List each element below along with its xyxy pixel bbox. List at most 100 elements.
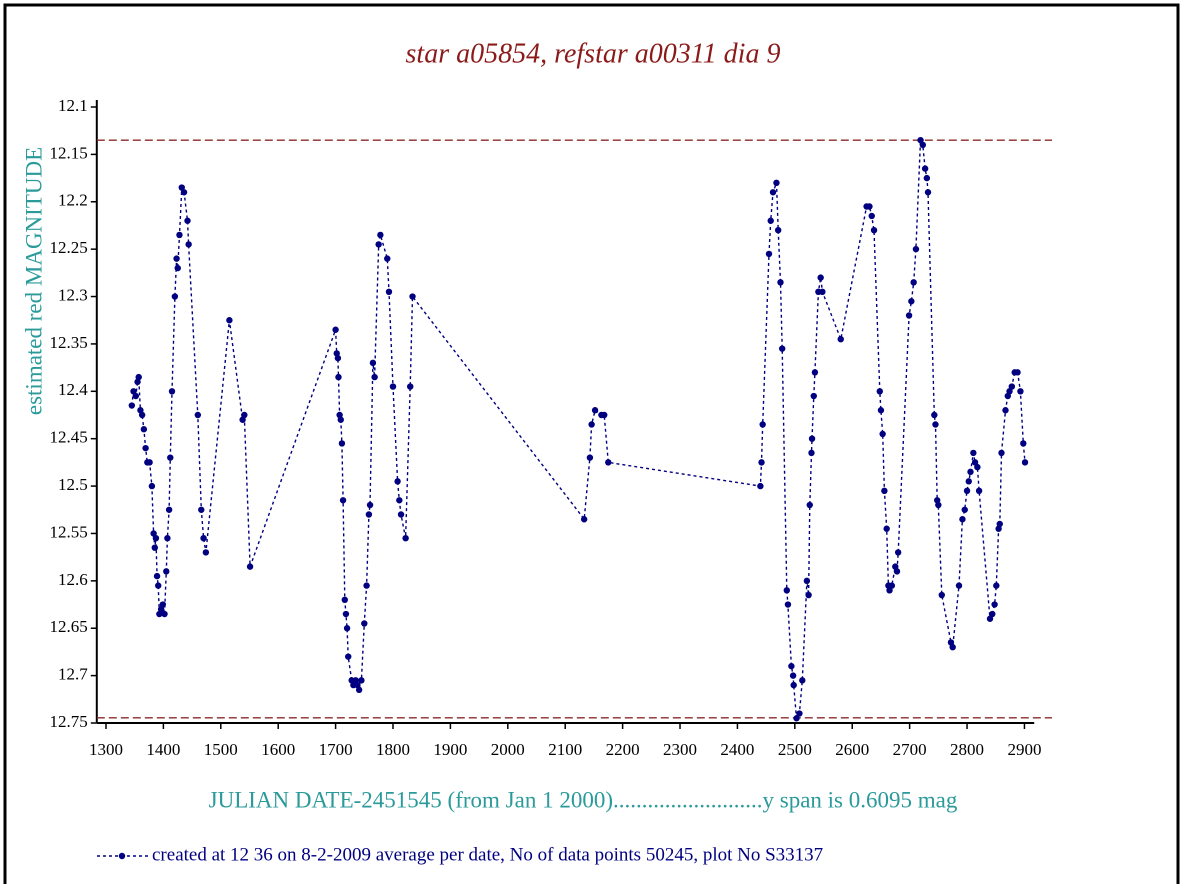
data-point	[128, 402, 136, 409]
data-point	[171, 293, 179, 300]
data-point	[165, 506, 173, 513]
data-point	[774, 227, 782, 234]
data-point	[917, 136, 924, 144]
y-tick-label: 12.2	[58, 191, 88, 210]
data-point	[148, 482, 156, 490]
data-point	[784, 601, 792, 608]
data-point	[910, 279, 917, 286]
data-point	[1021, 459, 1029, 466]
data-point	[396, 497, 403, 504]
data-point	[1014, 369, 1021, 376]
legend-marker	[118, 852, 126, 860]
data-point	[200, 535, 207, 542]
data-point	[185, 241, 192, 248]
data-point	[342, 610, 350, 618]
data-point	[808, 435, 816, 442]
data-point	[965, 478, 972, 485]
data-point	[883, 525, 890, 532]
data-point	[971, 459, 979, 466]
data-point	[226, 317, 233, 324]
x-tick-label: 2500	[778, 740, 812, 759]
data-point	[959, 516, 966, 523]
data-point	[159, 601, 167, 608]
data-point	[805, 591, 812, 599]
data-point	[365, 511, 373, 518]
data-point	[384, 255, 391, 262]
y-tick-label: 12.5	[58, 475, 88, 494]
data-point	[905, 312, 913, 319]
x-tick-label: 1900	[433, 740, 467, 759]
data-point	[991, 601, 998, 608]
x-tick-label: 1500	[204, 740, 238, 759]
data-point	[198, 506, 205, 513]
x-tick-label: 2300	[663, 740, 697, 759]
data-point	[961, 506, 968, 513]
data-point	[138, 411, 146, 419]
data-point	[757, 482, 764, 490]
data-point	[935, 501, 942, 509]
data-point	[332, 326, 339, 333]
data-point	[806, 501, 813, 509]
data-point	[164, 535, 171, 542]
data-point	[366, 501, 374, 509]
data-point	[803, 577, 811, 585]
data-point	[986, 615, 994, 622]
x-tick-label: 1700	[319, 740, 353, 759]
data-point	[601, 411, 608, 419]
data-point	[142, 444, 149, 452]
data-point	[788, 662, 795, 670]
data-point	[765, 250, 773, 258]
data-point	[996, 520, 1003, 528]
data-point	[799, 677, 806, 684]
data-point	[938, 591, 945, 599]
data-point	[337, 416, 344, 423]
x-tick-label: 2100	[548, 740, 582, 759]
data-point	[998, 449, 1005, 457]
data-point	[921, 165, 929, 172]
y-tick-label: 12.4	[58, 380, 88, 399]
data-point	[371, 373, 378, 381]
data-point	[819, 288, 826, 295]
data-point	[345, 653, 352, 660]
series-line	[131, 139, 1026, 721]
data-point	[868, 212, 875, 220]
data-point	[174, 264, 181, 272]
data-point	[586, 454, 594, 461]
data-point	[202, 549, 210, 556]
data-point	[178, 184, 185, 191]
chart-title: star a05854, refstar a00311 dia 9	[406, 38, 781, 69]
data-point	[132, 392, 140, 400]
data-point	[338, 440, 346, 447]
data-point	[1008, 383, 1016, 390]
data-point	[1017, 388, 1024, 395]
data-point	[167, 454, 174, 461]
data-point	[790, 681, 797, 689]
data-point	[796, 710, 803, 717]
data-point	[369, 359, 377, 367]
data-point	[341, 596, 348, 603]
data-point	[955, 582, 963, 589]
data-point	[993, 582, 1000, 589]
data-point	[355, 686, 363, 694]
data-point	[184, 217, 191, 224]
data-point	[808, 449, 815, 457]
data-point	[339, 497, 347, 504]
data-point	[773, 179, 780, 187]
y-tick-label: 12.35	[50, 333, 88, 352]
data-point	[246, 563, 254, 570]
data-point	[605, 459, 612, 466]
y-tick-label: 12.1	[58, 96, 88, 115]
y-tick-label: 12.45	[50, 428, 88, 447]
data-point	[837, 335, 844, 343]
data-point	[130, 388, 137, 395]
data-point	[881, 487, 888, 495]
data-point	[173, 255, 180, 262]
data-point	[168, 388, 176, 395]
data-point	[1002, 407, 1009, 414]
data-point	[975, 487, 983, 495]
y-tick-label: 12.7	[58, 665, 88, 684]
data-point	[361, 620, 368, 627]
data-point	[397, 511, 405, 518]
